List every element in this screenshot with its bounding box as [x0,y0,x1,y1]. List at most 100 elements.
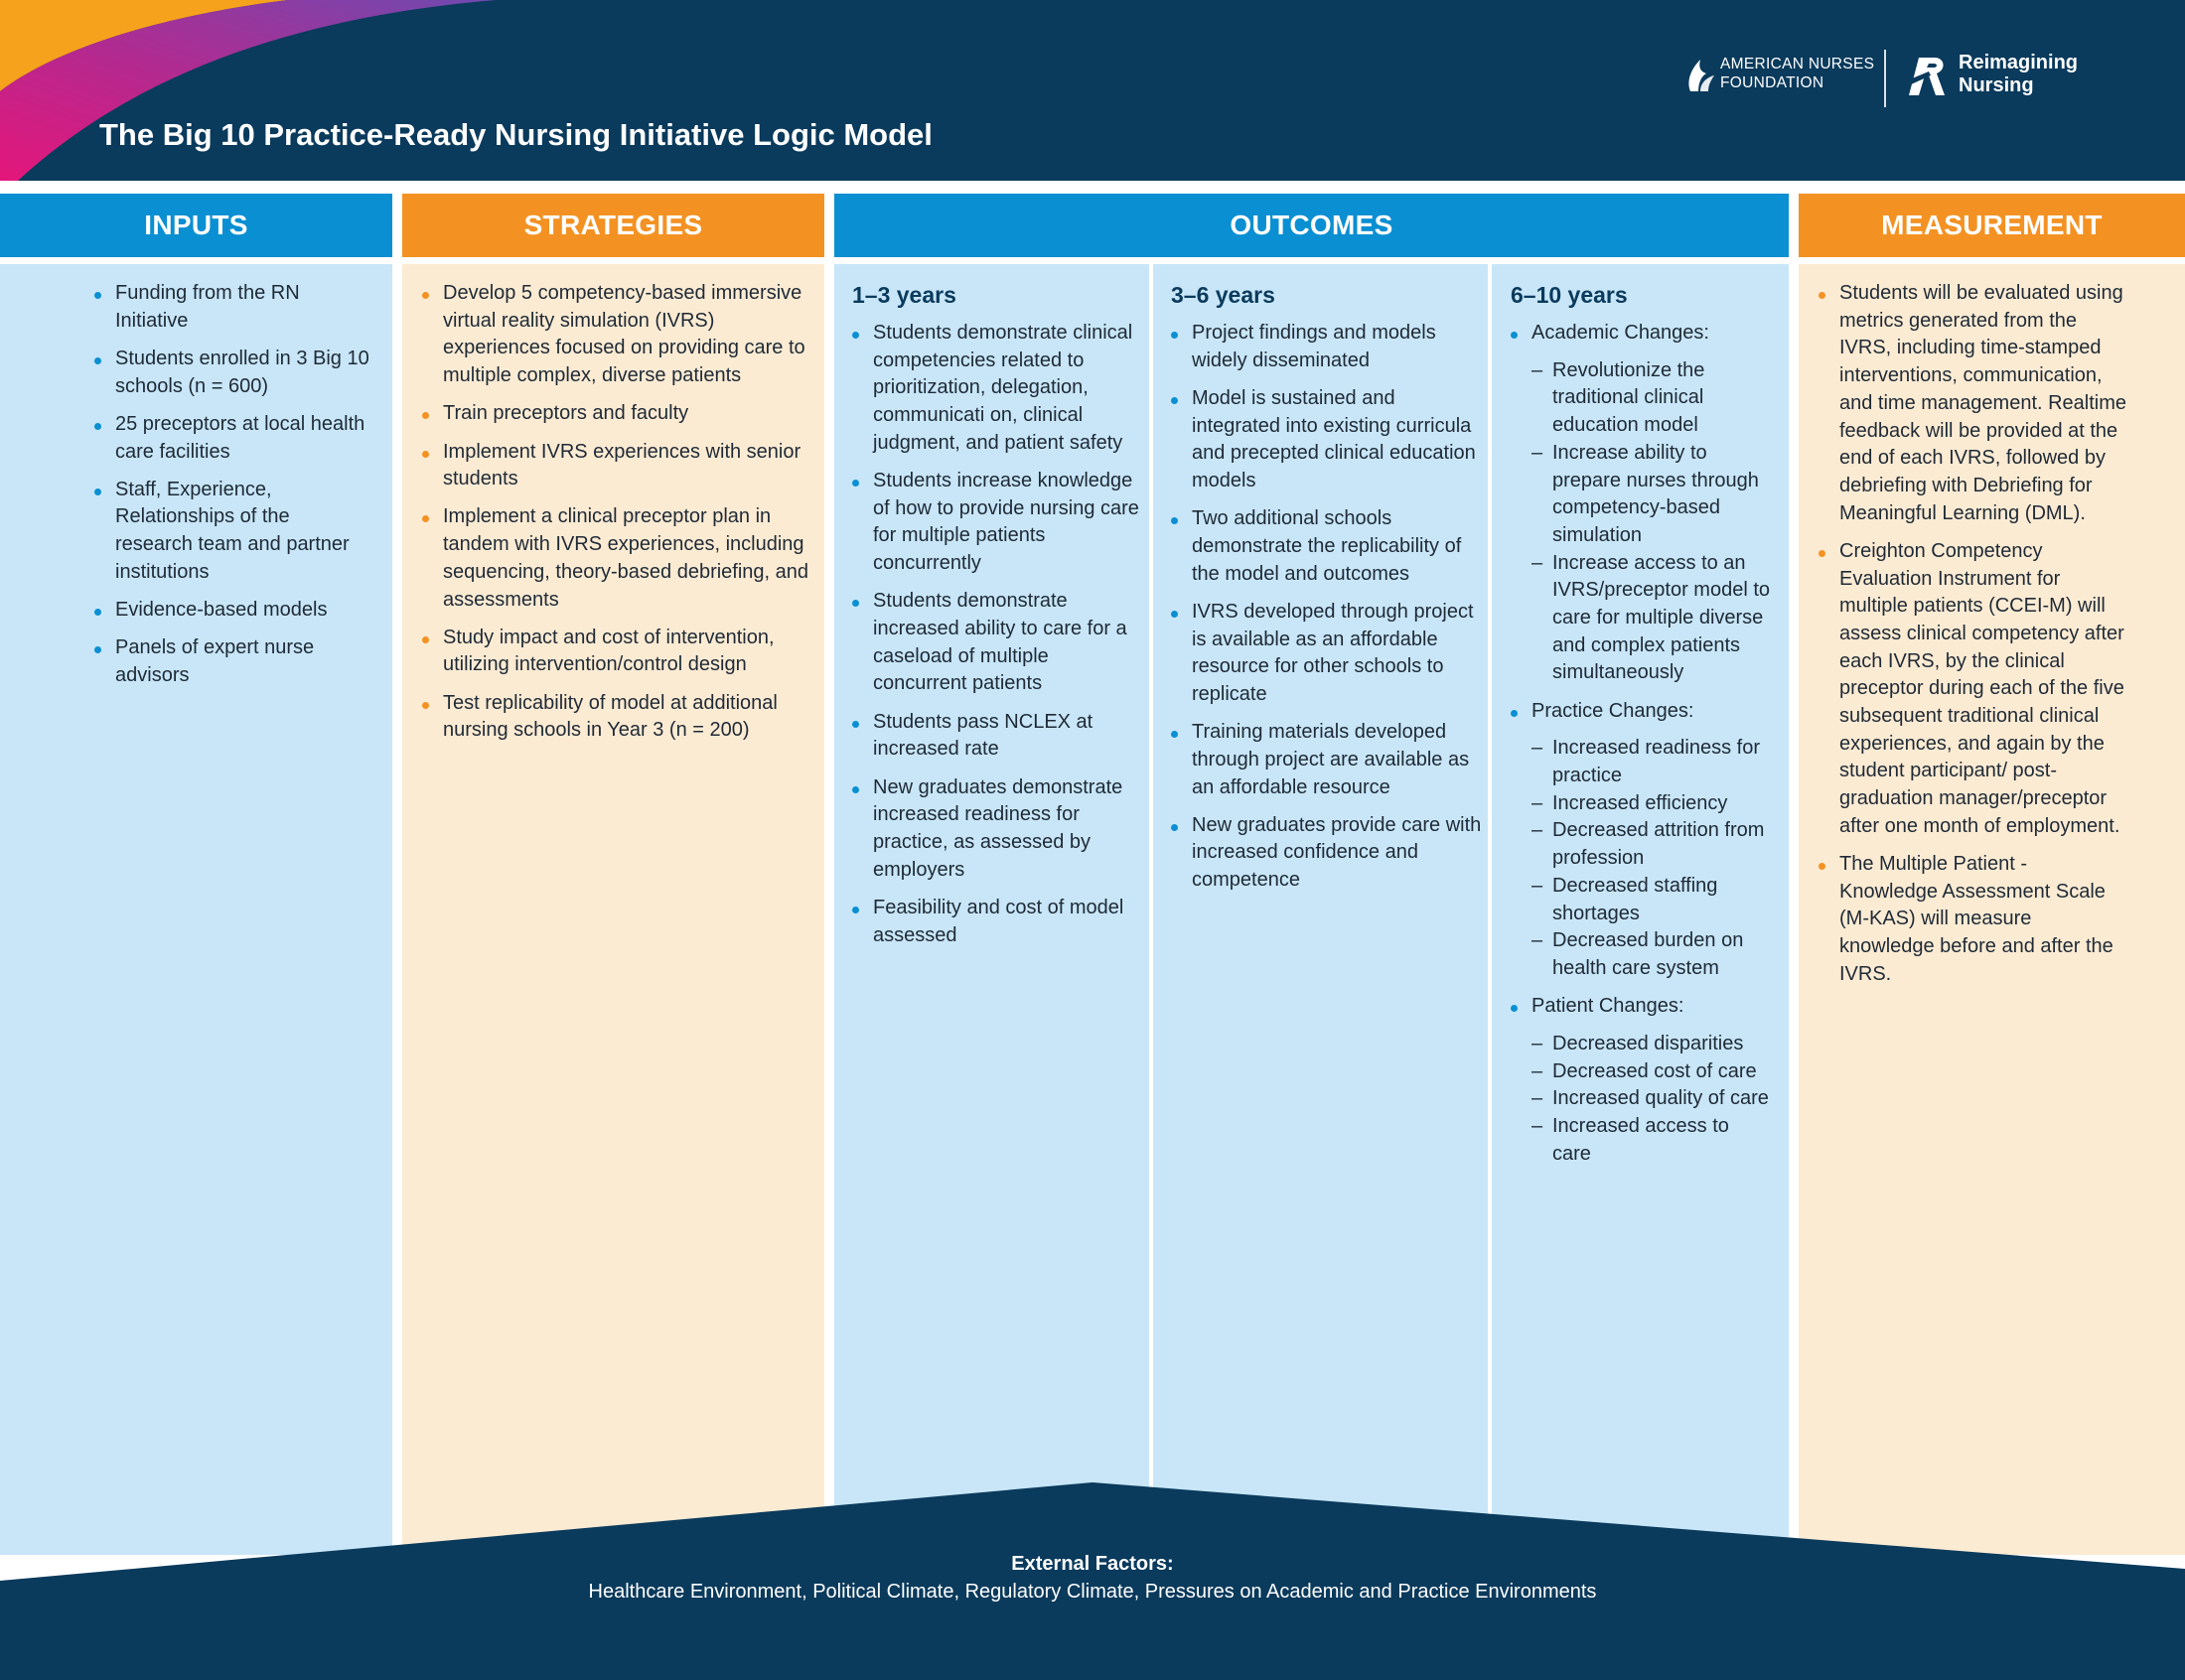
inputs-item: Panels of expert nurse advisors [94,634,372,689]
bullet-dot [1511,709,1518,717]
sub-list-item-text: Decreased staffing shortages [1552,874,1718,924]
bullet-dot [94,488,101,495]
outcome-item-text: Students demonstrate clinical competenci… [873,322,1133,454]
bullet-dot [1819,292,1825,299]
bullet-dot [1511,332,1518,339]
strategies-item: Study impact and cost of intervention, u… [422,625,809,679]
measurement-item: Creighton Competency Evaluation Instrume… [1819,538,2128,841]
strategies-item-text: Train preceptors and faculty [443,402,689,425]
dash-marker: – [1531,1114,1543,1137]
sub-list-item-text: Revolutionize the traditional clinical e… [1552,358,1705,437]
sub-list-item-text: Increased efficiency [1552,791,1728,814]
outcomes-separator-1 [1149,264,1153,1515]
outcomes-column: 1–3 years Students demonstrate clinical … [834,264,1789,1555]
sub-list-item: – Revolutionize the traditional clinical … [1531,357,1771,440]
outcome-item-sublist: – Revolutionize the traditional clinical … [1531,357,1771,687]
bullet-dot [852,332,859,339]
outcome-item: Two additional schools demonstrate the r… [1171,505,1487,588]
inputs-item: Students enrolled in 3 Big 10 schools (n… [94,346,372,400]
sub-list-item: – Decreased cost of care [1531,1058,1771,1086]
dash-marker: – [1531,1032,1543,1054]
outcome-item-text: Patient Changes: [1531,995,1684,1018]
sub-list-item: – Increased efficiency [1531,790,1771,818]
bullet-dot [422,450,429,458]
bullet-dot [1819,863,1825,871]
bullet-dot [1171,332,1178,339]
bullet-dot [1171,517,1178,525]
measurement-column: Students will be evaluated using metrics… [1799,264,2185,1555]
sub-list-item-text: Increased readiness for practice [1552,737,1761,787]
outcome-item: New graduates demonstrate increased read… [852,774,1140,885]
sub-list-item: – Increased quality of care [1531,1085,1771,1113]
bullet-dot [422,635,429,643]
dash-marker: – [1531,1087,1543,1110]
strategies-item: Test replicability of model at additiona… [422,690,809,745]
outcomes-period-2-list: Project findings and models widely disse… [1171,320,1487,905]
bullet-dot [94,422,101,430]
inputs-item-text: Panels of expert nurse advisors [115,636,315,686]
measurement-item: Students will be evaluated using metrics… [1819,280,2128,527]
outcomes-period-2-title: 3–6 years [1171,282,1275,308]
bullet-dot [852,785,859,793]
inputs-item-text: 25 preceptors at local health care facil… [115,412,365,463]
outcome-item: Students pass NCLEX at increased rate [852,709,1140,764]
strategies-item-text: Test replicability of model at additiona… [443,691,778,742]
strategies-item: Train preceptors and faculty [422,400,809,428]
outcome-item-text: Training materials developed through pro… [1192,721,1470,798]
outcome-item-sublist: – Increased readiness for practice – Increa… [1531,735,1771,982]
outcome-item-text: Students increase knowledge of how to pr… [873,470,1139,575]
outcome-item: New graduates provide care with increase… [1171,812,1487,895]
sub-list-item: – Decreased burden on health care system [1531,927,1771,982]
strategies-item-text: Implement a clinical preceptor plan in t… [443,505,809,611]
strategies-item: Implement IVRS experiences with senior s… [422,439,809,493]
header-swoosh-decoration [0,0,497,181]
bullet-dot [852,906,859,913]
outcome-item: Academic Changes: – Revolutionize the trad… [1511,320,1771,687]
bullet-dot [94,609,101,617]
inputs-heading: INPUTS [0,194,392,257]
header-banner: The Big 10 Practice-Ready Nursing Initia… [0,0,2185,181]
bullet-dot [94,356,101,364]
bullet-dot [1171,610,1178,618]
anf-logo-line2: FOUNDATION [1720,74,1824,91]
bullet-dot [1819,549,1825,557]
outcome-item: IVRS developed through project is availa… [1171,599,1487,709]
bullet-dot [1171,396,1178,404]
reimagining-nursing-r-icon [1905,58,1945,95]
outcome-item-text: Model is sustained and integrated into e… [1192,386,1476,492]
outcome-item: Feasibility and cost of model assessed [852,895,1140,949]
bullet-dot [422,412,429,420]
outcome-item-text: Feasibility and cost of model assessed [873,896,1124,946]
measurement-item-text: Creighton Competency Evaluation Instrume… [1839,539,2124,837]
outcome-item: Training materials developed through pro… [1171,719,1487,801]
strategies-item: Implement a clinical preceptor plan in t… [422,503,809,614]
dash-marker: – [1531,441,1543,464]
dash-marker: – [1531,551,1543,574]
strategies-item-text: Develop 5 competency-based immersive vir… [443,282,805,387]
measurement-heading: MEASUREMENT [1799,194,2185,257]
dash-marker: – [1531,819,1543,842]
outcome-item: Patient Changes: – Decreased disparities – D… [1511,993,1771,1168]
outcome-item-text: Practice Changes: [1531,699,1694,722]
dash-marker: – [1531,358,1543,381]
bullet-dot [852,480,859,488]
sub-list-item-text: Decreased burden on health care system [1552,929,1744,979]
sub-list-item-text: Increased quality of care [1552,1087,1769,1110]
sub-list-item: – Decreased staffing shortages [1531,873,1771,927]
inputs-item: Staff, Experience, Relationships of the … [94,477,372,587]
outcomes-period-1-list: Students demonstrate clinical competenci… [852,320,1140,960]
sub-list-item-text: Decreased attrition from profession [1552,819,1765,870]
outcomes-heading: OUTCOMES [834,194,1789,257]
bullet-dot [1171,823,1178,831]
bullet-dot [422,701,429,709]
bullet-dot [1171,731,1178,739]
inputs-item-text: Funding from the RN Initiative [115,282,300,332]
outcome-item: Practice Changes: – Increased readiness fo… [1511,698,1771,983]
measurement-item: The Multiple Patient - Knowledge Assessm… [1819,851,2128,989]
sub-list-item: – Increase ability to prepare nurses thro… [1531,440,1771,550]
outcome-item: Model is sustained and integrated into e… [1171,385,1487,495]
inputs-item: 25 preceptors at local health care facil… [94,411,372,466]
inputs-item: Evidence-based models [94,597,372,625]
inputs-item-text: Staff, Experience, Relationships of the … [115,478,350,583]
